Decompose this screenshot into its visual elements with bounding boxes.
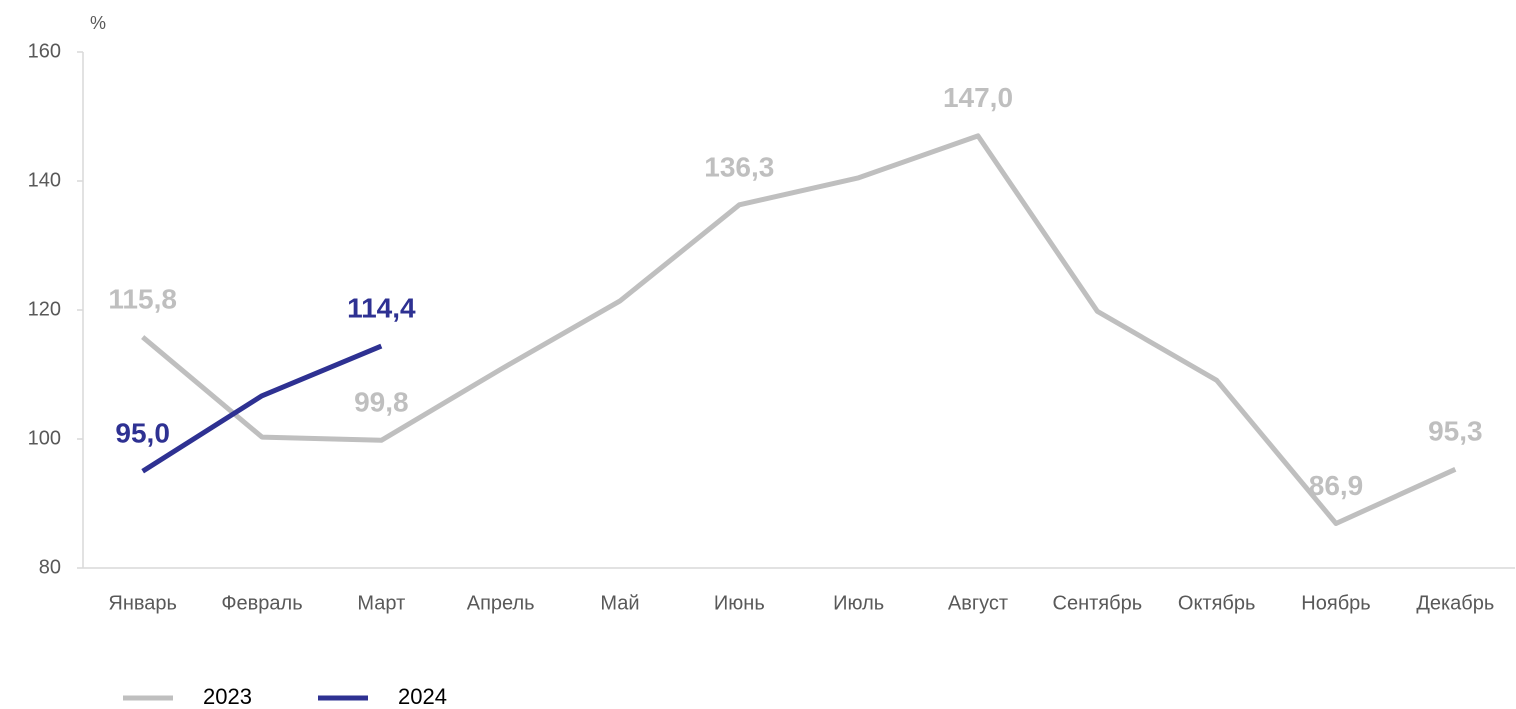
x-tick-label: Октябрь	[1178, 592, 1256, 614]
x-tick-label: Август	[948, 592, 1008, 614]
series-line	[141, 133, 1457, 526]
x-tick-label: Февраль	[221, 592, 302, 614]
data-label: 95,3	[1428, 416, 1483, 447]
y-tick-label: 80	[39, 556, 61, 578]
y-axis-unit: %	[90, 13, 106, 33]
y-tick-label: 100	[28, 427, 61, 449]
data-label: 136,3	[704, 151, 774, 182]
x-tick-label: Июнь	[714, 592, 765, 614]
data-label: 99,8	[354, 387, 409, 418]
legend-label: 2024	[398, 684, 447, 709]
data-label: 115,8	[108, 283, 177, 314]
data-label: 114,4	[347, 293, 416, 324]
data-label: 147,0	[943, 82, 1013, 113]
x-tick-label: Ноябрь	[1301, 592, 1370, 614]
data-label: 95,0	[115, 418, 170, 449]
series-line	[141, 343, 383, 474]
x-tick-label: Апрель	[467, 592, 535, 614]
y-tick-label: 140	[28, 169, 61, 191]
x-tick-label: Январь	[108, 592, 177, 614]
x-tick-label: Май	[600, 592, 639, 614]
y-tick-label: 120	[28, 298, 61, 320]
x-tick-label: Сентябрь	[1053, 592, 1143, 614]
data-label: 86,9	[1309, 470, 1364, 501]
x-tick-label: Декабрь	[1416, 592, 1494, 614]
x-tick-label: Июль	[833, 592, 884, 614]
legend-label: 2023	[203, 684, 252, 709]
x-tick-label: Март	[357, 592, 405, 614]
y-tick-label: 160	[28, 40, 61, 62]
